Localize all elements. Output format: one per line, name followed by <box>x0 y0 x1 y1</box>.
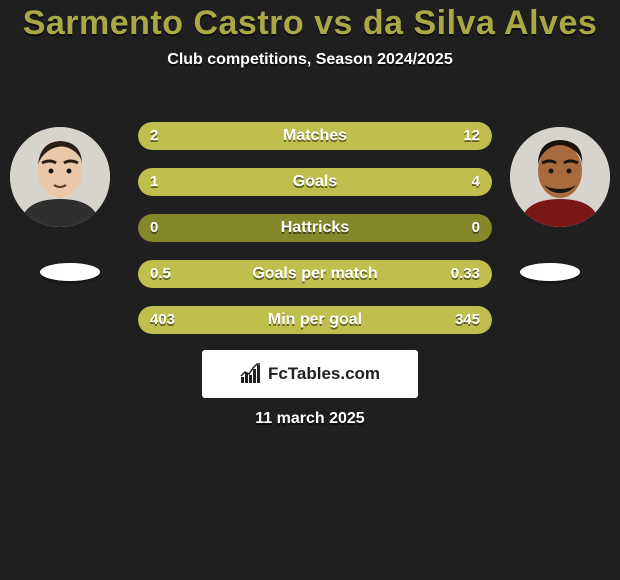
stat-row: 0.50.33Goals per match <box>138 260 492 288</box>
stat-row: 212Matches <box>138 122 492 150</box>
date-label: 11 march 2025 <box>0 410 620 428</box>
brand-box[interactable]: FcTables.com <box>202 350 418 398</box>
brand-text: FcTables.com <box>268 364 380 384</box>
player-right-club-pill <box>520 263 580 281</box>
brand-bars-icon <box>240 363 262 385</box>
stat-row: 14Goals <box>138 168 492 196</box>
stat-row: 00Hattricks <box>138 214 492 242</box>
stat-label: Goals per match <box>138 260 492 288</box>
stats-chart: 212Matches 14Goals 00Hattricks 0.50.33Goals… <box>138 122 492 352</box>
stat-row: 403345Min per goal <box>138 306 492 334</box>
page-subtitle: Club competitions, Season 2024/2025 <box>0 51 620 69</box>
stat-label: Matches <box>138 122 492 150</box>
stat-label: Goals <box>138 168 492 196</box>
stat-label: Hattricks <box>138 214 492 242</box>
page-title: Sarmento Castro vs da Silva Alves <box>0 0 620 43</box>
player-left-club-pill <box>40 263 100 281</box>
player-left-avatar <box>10 127 110 227</box>
player-right-avatar <box>510 127 610 227</box>
avatar-left-icon <box>10 127 110 227</box>
root: Sarmento Castro vs da Silva Alves Club c… <box>0 0 620 580</box>
stat-label: Min per goal <box>138 306 492 334</box>
avatar-right-icon <box>510 127 610 227</box>
